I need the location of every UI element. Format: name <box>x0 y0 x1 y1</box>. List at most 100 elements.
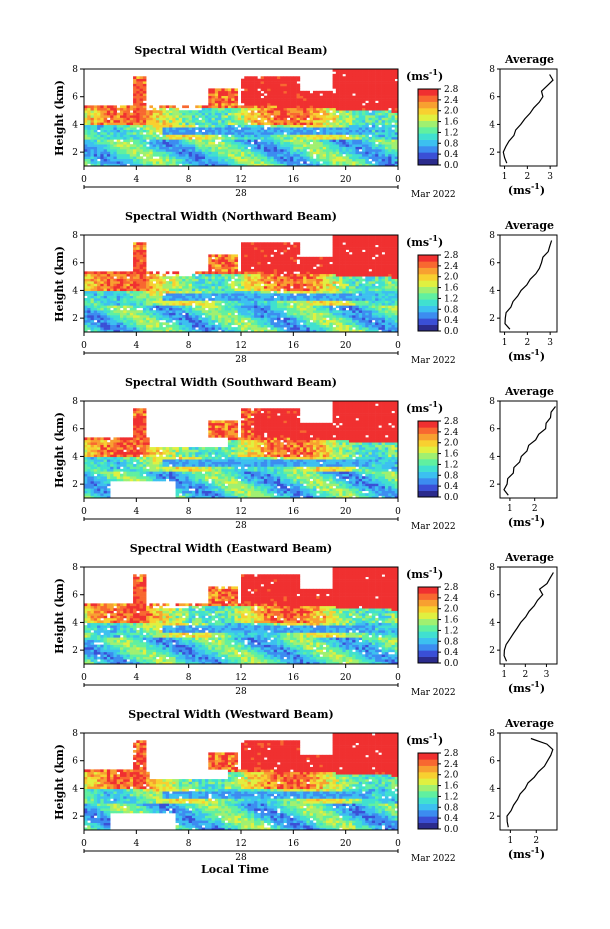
heatmap-cell <box>119 124 124 128</box>
heatmap-cell <box>257 81 261 84</box>
heatmap-cell <box>254 312 258 316</box>
heatmap-cell <box>388 76 392 79</box>
heatmap-cell <box>185 144 189 147</box>
heatmap-cell <box>250 115 255 118</box>
heatmap-cell <box>129 105 134 109</box>
heatmap-cell <box>106 115 111 118</box>
heatmap-cell <box>303 95 307 99</box>
heatmap-cell <box>368 146 373 150</box>
heatmap-cell <box>90 144 95 147</box>
heatmap-cell <box>335 115 340 118</box>
heatmap-cell <box>244 283 248 287</box>
heatmap-cell <box>133 156 137 160</box>
heatmap-cell <box>303 105 307 109</box>
heatmap-cell <box>276 76 281 79</box>
heatmap-cell <box>152 300 157 304</box>
heatmap-cell <box>273 264 278 267</box>
heatmap-cell <box>227 102 232 106</box>
heatmap-cell <box>384 88 389 92</box>
heatmap-cell <box>329 93 333 96</box>
heatmap-cell <box>119 163 124 167</box>
heatmap-cell <box>355 90 360 94</box>
heatmap-cell <box>165 163 170 167</box>
heatmap-cell <box>103 127 108 130</box>
heatmap-cell <box>221 300 225 304</box>
heatmap-cell <box>365 134 369 138</box>
heatmap-cell <box>355 93 360 96</box>
heatmap-cell <box>267 276 271 279</box>
heatmap-cell <box>247 283 252 287</box>
heatmap-cell <box>247 78 252 82</box>
heatmap-cell <box>283 134 288 138</box>
heatmap-cell <box>299 319 304 323</box>
heatmap-cell <box>175 271 180 275</box>
heatmap-cell <box>201 122 206 126</box>
heatmap-cell <box>309 153 314 157</box>
heatmap-cell <box>133 81 137 84</box>
heatmap-cell <box>218 146 222 150</box>
heatmap-cell <box>286 115 291 118</box>
heatmap-cell <box>159 329 163 333</box>
heatmap-cell <box>388 124 392 128</box>
heatmap-cell <box>221 319 225 323</box>
heatmap-cell <box>362 124 366 128</box>
heatmap-cell <box>241 254 245 258</box>
heatmap-cell <box>290 112 294 116</box>
heatmap-cell <box>276 144 281 147</box>
heatmap-cell <box>381 161 386 164</box>
heatmap-cell <box>218 124 222 128</box>
heatmap-cell <box>322 110 327 113</box>
heatmap-cell <box>388 132 392 135</box>
heatmap-cell <box>250 242 255 245</box>
heatmap-cell <box>201 105 206 109</box>
colorbar-swatch <box>418 95 438 102</box>
heatmap-cell <box>208 319 212 323</box>
heatmap-cell <box>293 259 297 262</box>
heatmap-cell <box>348 105 353 109</box>
heatmap-cell <box>152 144 157 147</box>
heatmap-cell <box>263 158 268 162</box>
heatmap-cell <box>126 139 131 143</box>
heatmap-cell <box>139 107 144 111</box>
heatmap-cell <box>214 324 219 328</box>
heatmap-cell <box>368 73 373 77</box>
heatmap-cell <box>234 329 239 333</box>
heatmap-cell <box>221 127 225 130</box>
heatmap-cell <box>355 69 360 72</box>
heatmap-cell <box>299 264 304 267</box>
heatmap-cell <box>339 83 343 87</box>
heatmap-cell <box>384 139 389 143</box>
heatmap-cell <box>139 88 144 92</box>
heatmap-cell <box>208 134 212 138</box>
heatmap-cell <box>218 312 222 316</box>
heatmap-cell <box>231 153 235 157</box>
heatmap-cell <box>250 324 255 328</box>
heatmap-cell <box>368 141 373 145</box>
heatmap-cell <box>211 264 216 267</box>
heatmap-cell <box>169 305 173 309</box>
heatmap-cell <box>182 105 186 109</box>
heatmap-cell <box>126 134 131 138</box>
heatmap-cell <box>319 115 324 118</box>
heatmap-cell <box>159 288 163 292</box>
heatmap-cell <box>231 288 235 292</box>
heatmap-cell <box>201 324 206 328</box>
heatmap-cell <box>221 139 225 143</box>
heatmap-cell <box>116 317 121 321</box>
heatmap-cell <box>224 132 229 135</box>
heatmap-cell <box>123 307 127 311</box>
heatmap-cell <box>185 310 189 313</box>
heatmap-cell <box>296 88 301 92</box>
heatmap-cell <box>250 110 255 113</box>
heatmap-cell <box>362 105 366 109</box>
heatmap-cell <box>172 310 176 313</box>
heatmap-cell <box>231 107 235 111</box>
heatmap-cell <box>280 327 284 330</box>
heatmap-cell <box>218 151 222 155</box>
heatmap-cell <box>201 107 206 111</box>
heatmap-cell <box>208 93 212 96</box>
heatmap-cell <box>136 295 140 299</box>
heatmap-cell <box>309 112 314 116</box>
heatmap-cell <box>116 281 121 284</box>
heatmap-cell <box>237 119 242 123</box>
